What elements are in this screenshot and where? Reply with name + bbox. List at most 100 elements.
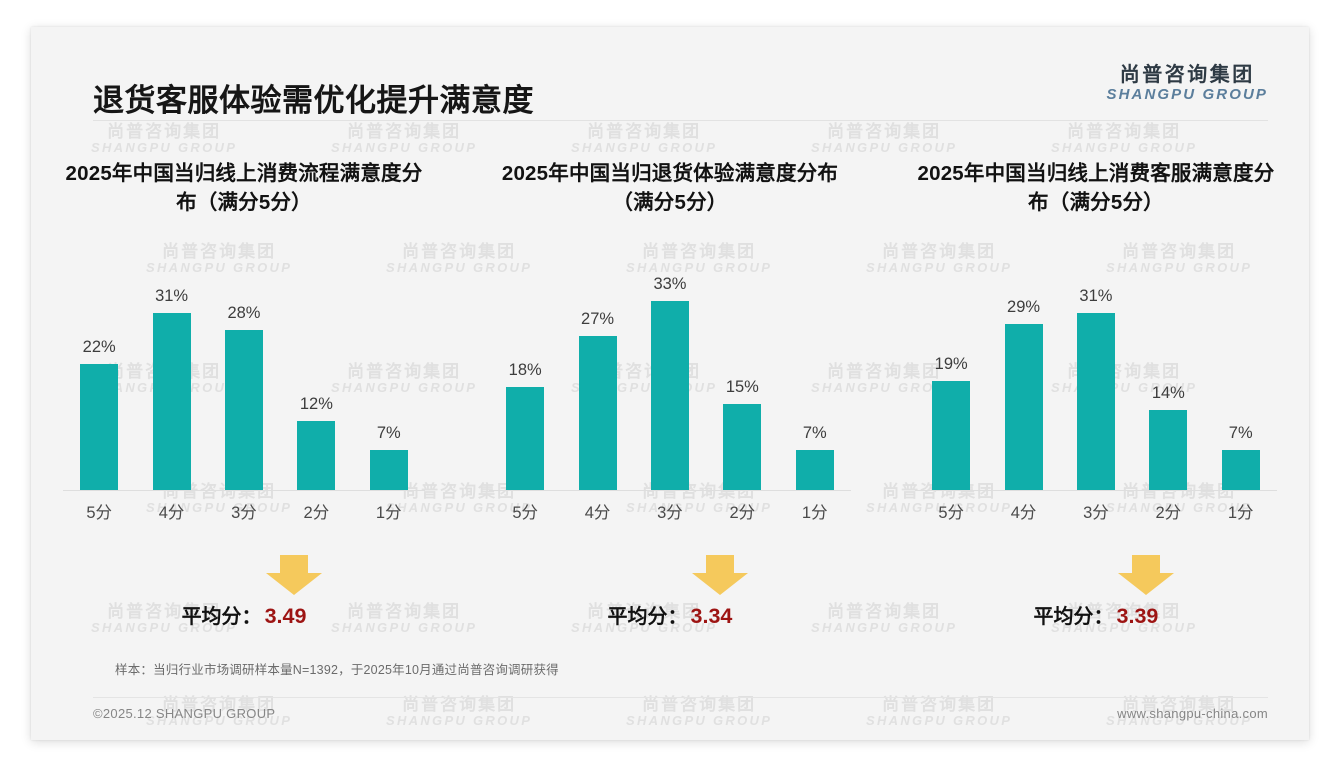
bar-rect[interactable]	[297, 421, 336, 490]
x-tick-label: 1分	[801, 504, 828, 522]
bar-item[interactable]: 29%	[990, 249, 1057, 490]
bar-value-label: 14%	[1151, 384, 1185, 402]
bar-rect[interactable]	[80, 364, 119, 490]
bar-value-label: 12%	[299, 395, 333, 413]
brand-name-en: SHANGPU GROUP	[1106, 86, 1268, 104]
bar-group: 19% 29% 31% 14% 7%	[915, 249, 1277, 490]
bar-rect[interactable]	[152, 313, 191, 490]
x-tick-label: 4分	[1010, 504, 1037, 522]
x-tick-label: 4分	[584, 504, 611, 522]
slide-card: 尚普咨询集团 SHANGPU GROUP 尚普咨询集团 SHANGPU GROUP 尚普…	[31, 27, 1309, 740]
chart-plot-area: 19% 29% 31% 14% 7% 5分 4分 3分 2分 1分	[899, 249, 1293, 531]
bar-rect[interactable]	[369, 450, 408, 490]
x-tick-label: 2分	[1155, 504, 1182, 522]
bar-value-label: 7%	[802, 424, 827, 442]
x-axis-labels: 5分 4分 3分 2分 1分	[63, 499, 425, 523]
charts-row: 2025年中国当归线上消费流程满意度分布（满分5分） 22% 31% 28% 12% 7%…	[31, 159, 1309, 633]
bar-rect[interactable]	[932, 381, 971, 490]
x-tick-label: 5分	[938, 504, 964, 522]
bar-item[interactable]: 33%	[636, 249, 703, 490]
bar-value-label: 7%	[376, 424, 401, 442]
bar-item[interactable]: 31%	[138, 249, 205, 490]
bar-item[interactable]: 7%	[781, 249, 848, 490]
x-tick-label: 5分	[512, 504, 539, 522]
x-tick-label: 4分	[158, 504, 185, 522]
bar-item[interactable]: 18%	[492, 249, 559, 490]
bar-rect[interactable]	[1004, 324, 1043, 490]
average-score-line: 平均分： 3.34	[473, 600, 867, 629]
bar-rect[interactable]	[224, 330, 263, 490]
bar-group: 22% 31% 28% 12% 7%	[63, 249, 425, 490]
x-tick-label: 1分	[1227, 504, 1254, 522]
bar-rect[interactable]	[1149, 410, 1188, 490]
bar-item[interactable]: 7%	[355, 249, 422, 490]
bar-item[interactable]: 22%	[66, 249, 133, 490]
bar-item[interactable]: 27%	[564, 249, 631, 490]
chart-panel-3: 2025年中国当归线上消费客服满意度分布（满分5分） 19% 29% 31% 14% 7%…	[883, 159, 1309, 633]
down-arrow-icon	[1117, 555, 1174, 595]
x-tick-label: 3分	[1083, 504, 1109, 522]
average-score-line: 平均分： 3.49	[47, 600, 441, 629]
bar-value-label: 29%	[1007, 298, 1041, 316]
bar-item[interactable]: 19%	[918, 249, 985, 490]
bar-value-label: 27%	[581, 310, 615, 328]
header-divider	[93, 120, 1268, 121]
page-title: 退货客服体验需优化提升满意度	[93, 83, 534, 118]
x-tick-label: 3分	[657, 504, 683, 522]
x-tick-label: 2分	[303, 504, 330, 522]
brand-name-cn: 尚普咨询集团	[1119, 64, 1255, 86]
bar-rect[interactable]	[650, 301, 689, 490]
x-axis-line	[488, 490, 851, 491]
bar-rect[interactable]	[1076, 313, 1115, 490]
footer-divider	[93, 697, 1268, 698]
average-score-line: 平均分： 3.39	[899, 600, 1293, 629]
bar-item[interactable]: 28%	[211, 249, 278, 490]
bar-item[interactable]: 7%	[1207, 249, 1274, 490]
average-score-label: 平均分：	[181, 606, 262, 628]
x-tick-label: 5分	[86, 504, 113, 522]
chart-title: 2025年中国当归退货体验满意度分布（满分5分）	[501, 162, 839, 215]
bar-group: 18% 27% 33% 15% 7%	[489, 249, 851, 490]
chart-panel-2: 2025年中国当归退货体验满意度分布（满分5分） 18% 27% 33% 15% 7% 5分…	[457, 159, 883, 633]
brand-logo: 尚普咨询集团 SHANGPU GROUP	[1107, 64, 1268, 104]
bar-rect[interactable]	[1221, 450, 1260, 490]
slide-footer: ©2025.12 SHANGPU GROUP www.shangpu-china…	[31, 704, 1309, 728]
average-score-block: 平均分： 3.39	[899, 555, 1293, 633]
bar-value-label: 18%	[508, 361, 542, 379]
bar-item[interactable]: 14%	[1135, 249, 1202, 490]
chart-title: 2025年中国当归线上消费流程满意度分布（满分5分）	[65, 162, 423, 215]
x-tick-label: 1分	[375, 504, 402, 522]
average-score-value: 3.49	[264, 604, 307, 628]
website-link[interactable]: www.shangpu-china.com	[1117, 706, 1268, 721]
bar-rect[interactable]	[578, 336, 617, 490]
bar-rect[interactable]	[723, 404, 762, 490]
bar-value-label: 7%	[1228, 424, 1253, 442]
bar-item[interactable]: 12%	[283, 249, 350, 490]
bar-value-label: 33%	[653, 275, 687, 293]
x-axis-labels: 5分 4分 3分 2分 1分	[489, 499, 851, 523]
bar-value-label: 15%	[725, 378, 759, 396]
down-arrow-icon	[691, 555, 748, 595]
bar-value-label: 28%	[227, 304, 261, 322]
average-score-block: 平均分： 3.49	[47, 555, 441, 633]
x-axis-line	[63, 490, 425, 491]
source-footnote: 样本：当归行业市场调研样本量N=1392，于2025年10月通过尚普咨询调研获得	[115, 663, 559, 677]
bar-value-label: 31%	[1079, 287, 1113, 305]
bar-item[interactable]: 31%	[1062, 249, 1129, 490]
average-score-label: 平均分：	[1033, 606, 1114, 628]
x-axis-labels: 5分 4分 3分 2分 1分	[915, 499, 1277, 523]
bar-value-label: 22%	[82, 338, 116, 356]
average-score-value: 3.39	[1116, 604, 1159, 628]
chart-title: 2025年中国当归线上消费客服满意度分布（满分5分）	[917, 162, 1275, 215]
x-tick-label: 2分	[729, 504, 756, 522]
average-score-label: 平均分：	[607, 606, 688, 628]
x-axis-line	[914, 490, 1277, 491]
bar-rect[interactable]	[506, 387, 545, 490]
bar-item[interactable]: 15%	[709, 249, 776, 490]
copyright-text: ©2025.12 SHANGPU GROUP	[93, 706, 276, 721]
bar-rect[interactable]	[795, 450, 834, 490]
slide-header: 退货客服体验需优化提升满意度 尚普咨询集团 SHANGPU GROUP	[31, 27, 1309, 120]
